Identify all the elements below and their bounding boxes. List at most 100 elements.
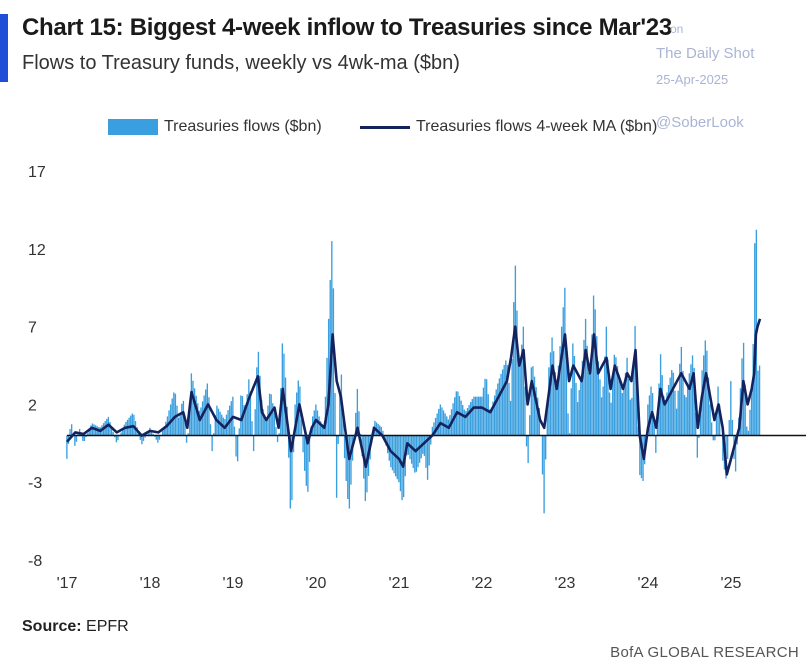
flow-bar: [177, 417, 180, 436]
flow-bar: [308, 435, 311, 462]
flow-bar: [674, 390, 676, 436]
flow-bar: [243, 405, 245, 436]
flow-bar: [631, 397, 633, 436]
flow-bar: [205, 389, 207, 436]
flow-bar: [580, 378, 582, 436]
flow-bar: [538, 408, 540, 436]
flow-bar: [327, 318, 330, 436]
flow-bar: [155, 435, 157, 440]
brand-label: BofA GLOBAL RESEARCH: [610, 644, 799, 661]
flow-bar: [161, 430, 164, 436]
flow-bar: [473, 396, 475, 436]
flow-bar: [377, 423, 379, 436]
flow-bar: [117, 435, 119, 441]
flow-bar: [629, 399, 631, 436]
flow-bar: [120, 432, 122, 436]
flow-bar: [235, 435, 237, 457]
flow-bar: [570, 388, 572, 436]
flow-bar: [546, 405, 548, 436]
flow-bar: [304, 435, 306, 471]
chart-title: Chart 15: Biggest 4-week inflow to Treas…: [22, 14, 672, 41]
flow-bar: [289, 435, 292, 509]
flow-bar: [556, 385, 558, 436]
flow-bar: [731, 420, 734, 436]
flow-bar: [750, 388, 753, 436]
flow-bar: [208, 397, 210, 436]
flow-bar: [265, 417, 268, 436]
flow-bar: [591, 334, 593, 436]
flow-bar: [69, 428, 71, 436]
flow-bar: [189, 403, 191, 436]
flow-bar: [669, 377, 671, 436]
flow-bar: [505, 360, 507, 436]
flow-bar: [693, 367, 695, 436]
flow-bar: [305, 435, 307, 486]
flow-bar: [173, 392, 175, 436]
flow-bar: [66, 435, 68, 459]
flow-bar: [543, 435, 545, 514]
flow-bar: [233, 426, 236, 436]
flow-bar: [560, 326, 563, 436]
flow-bar: [267, 405, 269, 436]
flow-bar: [356, 388, 359, 436]
flow-bar: [655, 435, 657, 453]
flow-bar: [433, 422, 435, 436]
flow-bar: [572, 343, 574, 436]
flow-bar: [203, 395, 205, 436]
flow-bar: [195, 395, 197, 436]
flow-bar: [573, 355, 576, 436]
flow-bar: [508, 382, 510, 436]
flow-bar: [209, 424, 212, 436]
flow-bar: [439, 404, 442, 436]
flow-bar: [516, 310, 518, 436]
flow-bar: [549, 352, 552, 436]
flow-bar: [141, 435, 143, 445]
flow-bar: [426, 435, 429, 480]
flow-bar: [165, 421, 167, 436]
flow-bar: [497, 383, 499, 436]
x-tick-label: '24: [638, 575, 659, 592]
flow-bar: [342, 416, 344, 436]
flow-bar: [565, 350, 568, 436]
legend-label-bars: Treasuries flows ($bn): [164, 118, 322, 135]
y-tick-label: 12: [28, 242, 46, 259]
flow-bar: [238, 428, 240, 436]
flow-bar: [192, 380, 194, 436]
flow-bar: [537, 397, 539, 436]
flow-bar: [477, 396, 480, 436]
flow-bar: [615, 357, 617, 436]
flow-bar: [82, 435, 84, 441]
flow-bar: [438, 408, 440, 436]
y-axis: 17 12 7 2 -3 -8: [28, 164, 46, 570]
flow-bar: [640, 435, 643, 479]
flow-bar: [589, 373, 592, 436]
flow-bar: [517, 355, 520, 436]
y-tick-label: -8: [28, 553, 42, 570]
flow-bar: [90, 425, 92, 436]
flow-bar: [492, 401, 494, 436]
y-tick-label: -3: [28, 475, 42, 492]
flow-bar: [463, 409, 465, 436]
flow-bar: [206, 383, 209, 436]
flow-bar: [139, 435, 141, 440]
source-label: Source:: [22, 618, 82, 635]
flow-bar: [624, 372, 627, 436]
flow-bar: [157, 435, 159, 443]
flow-bar: [596, 336, 598, 436]
flow-bar: [709, 404, 711, 436]
flow-bar: [335, 435, 338, 498]
x-axis: '17 '18 '19 '20 '21 '22 '23 '24 '25: [57, 575, 742, 592]
flow-bar: [256, 367, 258, 436]
flow-bar: [623, 387, 625, 436]
flow-bar: [677, 390, 679, 436]
flow-bar: [632, 361, 635, 436]
flow-bar: [718, 405, 721, 436]
flow-bar: [545, 435, 547, 460]
flow-bar: [699, 402, 702, 436]
flow-bar: [150, 430, 153, 436]
flow-bar: [602, 386, 604, 436]
flow-bar: [703, 355, 705, 436]
flow-bar: [498, 378, 501, 436]
flow-bar: [201, 401, 204, 436]
source-value: EPFR: [86, 618, 129, 635]
